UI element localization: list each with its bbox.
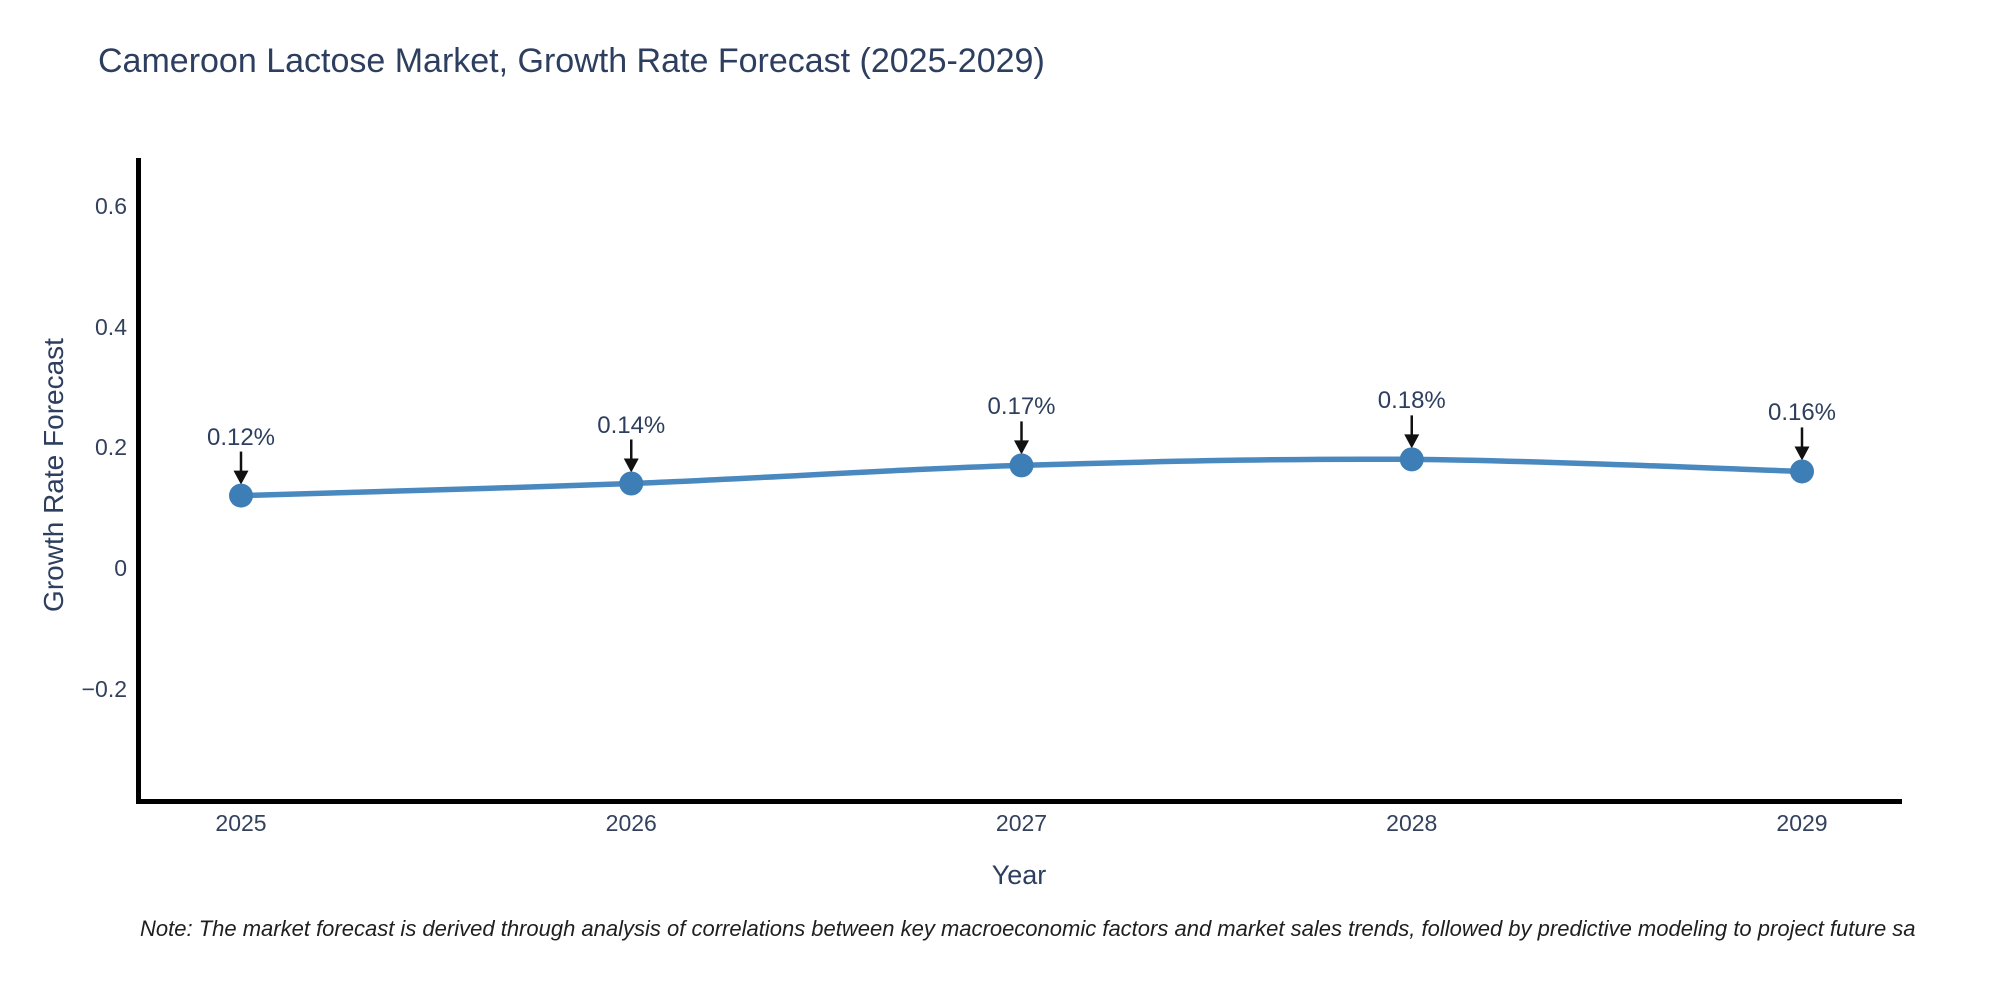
data-point-marker <box>1790 459 1814 484</box>
y-tick-label: 0.6 <box>95 192 127 219</box>
data-point-marker <box>1009 453 1034 478</box>
data-point-marker <box>229 483 253 508</box>
data-point-label: 0.16% <box>1767 399 1837 427</box>
x-tick-label: 2029 <box>1776 810 1828 836</box>
annotation-arrow-head <box>1014 440 1029 455</box>
y-tick-label: 0 <box>114 555 127 581</box>
chart-footnote: Note: The market forecast is derived thr… <box>140 916 1916 941</box>
y-axis-line <box>136 158 141 804</box>
x-axis-line <box>136 799 1902 804</box>
data-point-label: 0.18% <box>1377 387 1446 415</box>
x-axis-title: Year <box>991 860 1047 890</box>
y-tick-label: 0.2 <box>95 434 127 461</box>
annotation-arrow-head <box>1404 434 1420 449</box>
x-tick-label: 2027 <box>995 810 1048 836</box>
y-tick-label: −0.2 <box>81 675 127 702</box>
x-tick-label: 2026 <box>605 810 657 836</box>
annotation-arrow-head <box>233 470 249 485</box>
data-point-label: 0.14% <box>597 411 666 439</box>
chart-title: Cameroon Lactose Market, Growth Rate For… <box>98 42 1045 80</box>
data-point-marker <box>1399 447 1424 472</box>
annotation-arrow-head <box>1794 446 1810 461</box>
trend-line <box>240 456 1803 499</box>
annotation-arrow-head <box>623 458 639 473</box>
y-tick-label: 0.4 <box>95 313 127 340</box>
data-point-marker <box>619 471 644 496</box>
x-tick-label: 2028 <box>1386 810 1438 836</box>
data-point-label: 0.12% <box>206 423 276 451</box>
x-tick-label: 2025 <box>215 810 267 836</box>
data-point-label: 0.17% <box>987 393 1056 421</box>
